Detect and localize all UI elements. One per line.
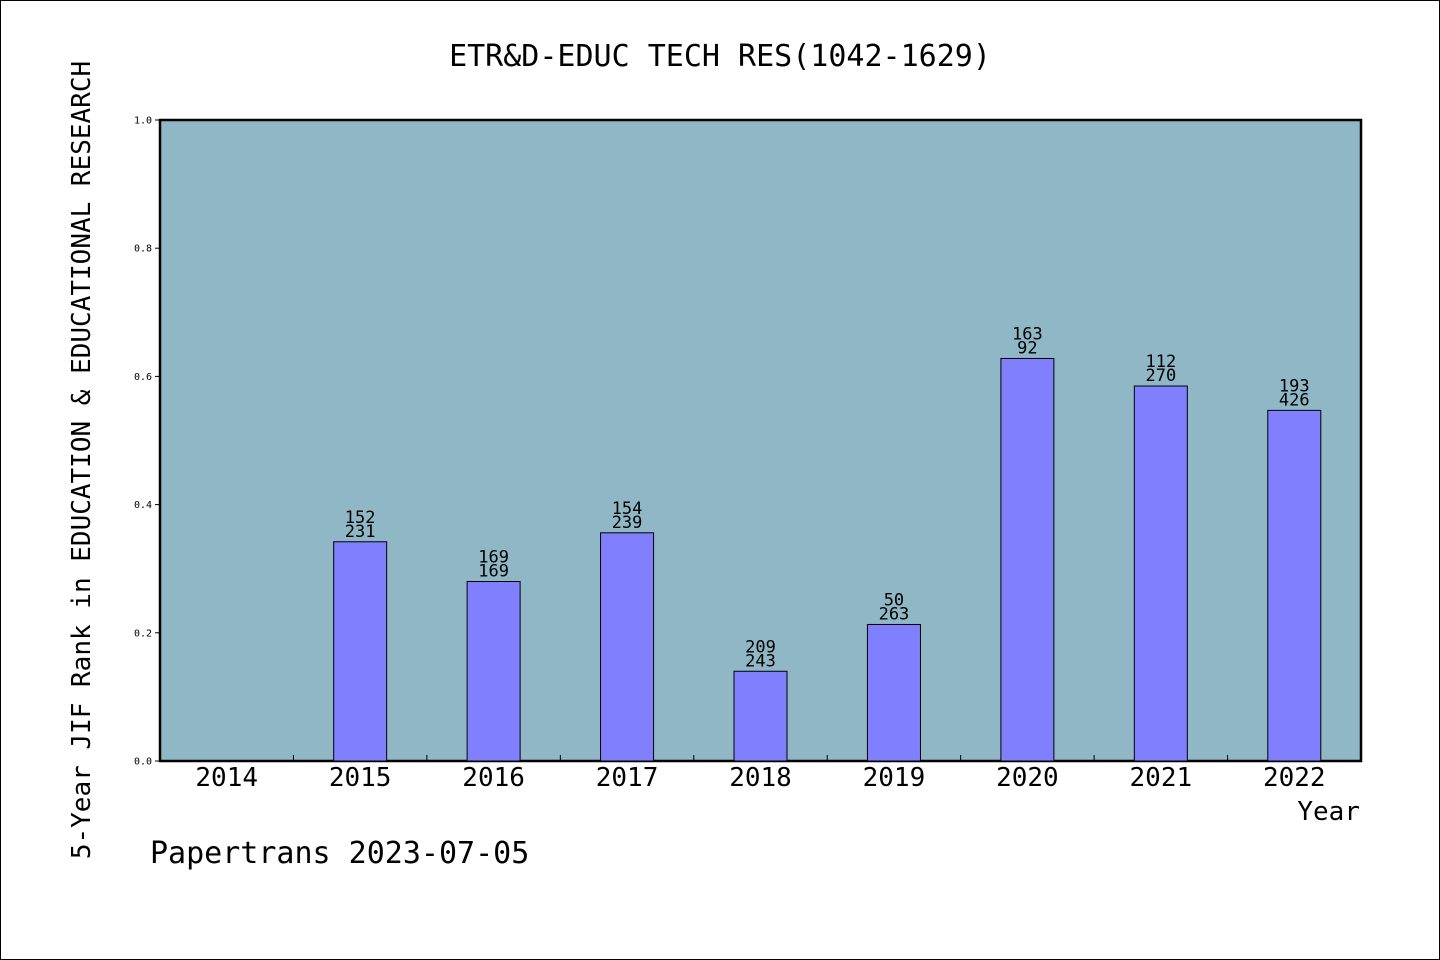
y-tick-label: 0.0	[134, 757, 152, 768]
x-tick-label: 2019	[863, 763, 926, 793]
y-axis-title: 5-Year JIF Rank in EDUCATION & EDUCATION…	[67, 61, 97, 859]
x-tick-label: 2018	[729, 763, 792, 793]
bar-2022	[1267, 409, 1322, 762]
bar-2017	[600, 532, 655, 762]
y-tick-label: 0.4	[134, 500, 152, 511]
x-axis: 2014 2015 2016 2017 2018 2019 2020 2021 2022	[195, 755, 1326, 793]
bars-group	[333, 357, 1322, 762]
bar-label-bottom: 243	[745, 651, 776, 671]
y-tick-label: 0.8	[134, 244, 152, 255]
x-tick-label: 2016	[462, 763, 525, 793]
bar-2018	[733, 670, 788, 762]
x-tick-label: 2015	[329, 763, 392, 793]
chart-title: ETR&D-EDUC TECH RES(1042-1629)	[449, 39, 991, 74]
bar-2019	[866, 623, 921, 762]
x-tick-label: 2020	[996, 763, 1059, 793]
bar-2021	[1133, 385, 1188, 762]
bar-label-top: 193	[1279, 376, 1310, 396]
bar-label-bottom: 239	[612, 513, 643, 533]
bar-label-bottom: 263	[879, 604, 910, 624]
x-tick-label: 2014	[195, 763, 258, 793]
bar-label-bottom: 169	[478, 562, 509, 582]
bar-label-top: 112	[1145, 352, 1176, 372]
bar-label-top: 209	[745, 637, 776, 657]
bar-label-top: 152	[345, 508, 376, 528]
bar-label-bottom: 231	[345, 522, 376, 542]
bar-label-top: 169	[478, 548, 509, 568]
x-tick-label: 2022	[1263, 763, 1326, 793]
x-tick-label: 2017	[596, 763, 659, 793]
y-tick-label: 1.0	[134, 116, 152, 127]
bar-label-top: 154	[612, 499, 643, 519]
x-tick-label: 2021	[1130, 763, 1193, 793]
bar-2016	[466, 581, 521, 762]
y-axis: 0.0 0.2 0.4 0.6 0.8 1.0	[134, 116, 160, 768]
bar-2015	[333, 541, 388, 762]
bar-label-bottom: 426	[1279, 390, 1310, 410]
bar-label-top: 50	[884, 590, 904, 610]
y-tick-label: 0.6	[134, 372, 152, 383]
bar-label-bottom: 270	[1145, 366, 1176, 386]
bar-label-top: 163	[1012, 324, 1043, 344]
bar-label-bottom: 92	[1017, 338, 1037, 358]
bar-2020	[1000, 357, 1055, 762]
footer-credit: Papertrans 2023-07-05	[150, 836, 529, 871]
y-tick-label: 0.2	[134, 628, 152, 639]
x-axis-title: Year	[1297, 797, 1360, 827]
